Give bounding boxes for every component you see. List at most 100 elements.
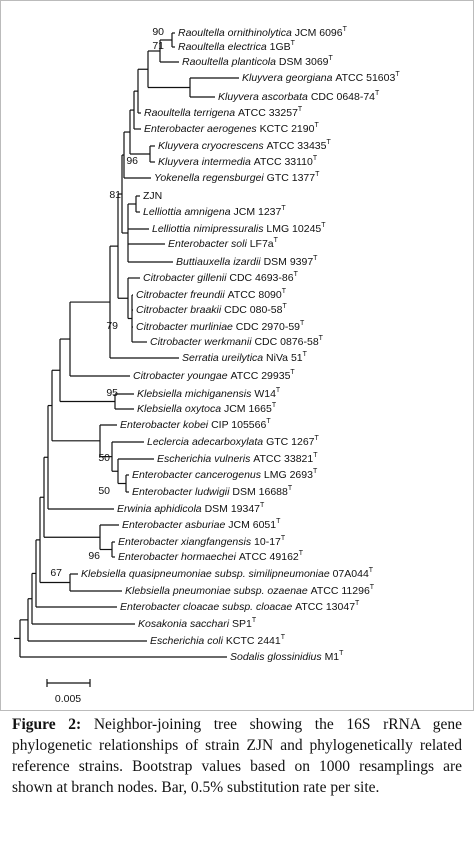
bootstrap-value: 79 <box>106 320 118 332</box>
species-name: Sodalis glossinidius <box>230 651 322 663</box>
strain: ATCC 11296 <box>311 585 370 597</box>
species-name: Lelliottia amnigena <box>143 206 231 218</box>
species-name: Klebsiella oxytoca <box>137 403 221 415</box>
type-strain-mark: T <box>281 205 286 212</box>
type-strain-mark: T <box>339 650 344 657</box>
type-strain-mark: T <box>294 271 299 278</box>
type-strain-mark: T <box>276 518 281 525</box>
leaf-label: Klebsiella oxytoca JCM 1665T <box>137 402 277 415</box>
bootstrap-value: 71 <box>152 40 164 52</box>
leaf-label: ZJN <box>143 190 162 202</box>
type-strain-mark: T <box>298 106 303 113</box>
species-name: Citrobacter youngae <box>133 370 228 382</box>
leaf-label: Serratia ureilytica NiVa 51T <box>182 351 308 364</box>
strain: CDC 0876-58 <box>254 336 318 348</box>
strain: W14 <box>254 388 276 400</box>
strain: ATCC 51603 <box>335 72 395 84</box>
type-strain-mark: T <box>276 387 281 394</box>
species-name: Enterobacter xiangfangensis <box>118 536 252 548</box>
strain: GTC 1267 <box>266 436 315 448</box>
leaf-label: Lelliottia amnigena JCM 1237T <box>143 205 286 218</box>
species-name: Raoultella planticola <box>182 56 276 68</box>
leaf-label: Raoultella ornithinolytica JCM 6096T <box>178 26 348 39</box>
strain: LMG 10245 <box>266 223 321 235</box>
type-strain-mark: T <box>314 122 319 129</box>
species-name: Klebsiella quasipneumoniae subsp. simili… <box>81 568 330 580</box>
leaf-label: Citrobacter braakii CDC 080-58T <box>136 303 288 316</box>
species-name: Citrobacter murliniae <box>136 321 233 333</box>
leaf-label: Escherichia vulneris ATCC 33821T <box>157 452 318 465</box>
leaf-label: Citrobacter werkmanii CDC 0876-58T <box>150 335 324 348</box>
leaf-label: Citrobacter gillenii CDC 4693-86T <box>143 271 299 284</box>
figure-caption: Figure 2: Neighbor-joining tree showing … <box>12 714 462 798</box>
species-name: Kluyvera intermedia <box>158 156 251 168</box>
strain: DSM 19347 <box>205 503 261 515</box>
leaf-label: Enterobacter cancerogenus LMG 2693T <box>132 468 318 481</box>
strain: JCM 6096 <box>295 27 343 39</box>
bootstrap-value: 50 <box>98 452 110 464</box>
type-strain-mark: T <box>283 303 288 310</box>
species-name: Lelliottia nimipressuralis <box>152 223 264 235</box>
leaf-label: Raoultella planticola DSM 3069T <box>182 55 334 68</box>
bootstrap-value: 50 <box>98 485 110 497</box>
type-strain-mark: T <box>313 155 318 162</box>
type-strain-mark: T <box>375 90 380 97</box>
leaf-label: Escherichia coli KCTC 2441T <box>150 634 286 647</box>
species-name: Raoultella ornithinolytica <box>178 27 292 39</box>
strain: CIP 105566 <box>211 419 266 431</box>
leaf-label: Citrobacter youngae ATCC 29935T <box>133 369 295 382</box>
leaf-label: Enterobacter asburiae JCM 6051T <box>122 518 281 531</box>
type-strain-mark: T <box>343 26 348 33</box>
leaf-label: Klebsiella quasipneumoniae subsp. simili… <box>81 567 374 580</box>
strain: 10-17 <box>254 536 281 548</box>
strain: ATCC 33821 <box>253 453 313 465</box>
species-name: Citrobacter braakii <box>136 304 222 316</box>
species-name: Klebsiella michiganensis <box>137 388 252 400</box>
leaf-label: Enterobacter soli LF7aT <box>168 237 279 250</box>
leaf-label: Enterobacter aerogenes KCTC 2190T <box>144 122 319 135</box>
type-strain-mark: T <box>300 320 305 327</box>
leaf-label: Enterobacter xiangfangensis 10-17T <box>118 535 286 548</box>
leaf-label: Kluyvera cryocrescens ATCC 33435T <box>158 139 331 152</box>
species-name: Enterobacter asburiae <box>122 519 225 531</box>
species-name: Citrobacter gillenii <box>143 272 227 284</box>
type-strain-mark: T <box>355 600 360 607</box>
caption-label: Figure 2: <box>12 716 82 733</box>
strain: ATCC 33110 <box>254 156 313 168</box>
type-strain-mark: T <box>291 40 296 47</box>
type-strain-mark: T <box>281 634 286 641</box>
bootstrap-value: 96 <box>88 550 100 562</box>
species-name: Raoultella electrica <box>178 41 267 53</box>
strain: SP1 <box>232 618 252 630</box>
strain: ATCC 8090 <box>228 289 282 301</box>
leaf-label: Sodalis glossinidius M1T <box>230 650 344 663</box>
bootstrap-value: 95 <box>106 387 118 399</box>
species-name: Klebsiella pneumoniae subsp. ozaenae <box>125 585 308 597</box>
strain: ZJN <box>143 190 162 202</box>
strain: ATCC 33257 <box>238 107 298 119</box>
strain: ATCC 49162 <box>239 551 299 563</box>
strain: KCTC 2190 <box>260 123 315 135</box>
leaf-label: Citrobacter freundii ATCC 8090T <box>136 288 287 301</box>
leaf-label: Leclercia adecarboxylata GTC 1267T <box>147 435 320 448</box>
bootstrap-value: 90 <box>152 26 164 38</box>
species-name: Enterobacter cancerogenus <box>132 469 262 481</box>
strain: GTC 1377 <box>267 172 316 184</box>
leaf-label: Yokenella regensburgei GTC 1377T <box>154 171 320 184</box>
leaf-label: Enterobacter hormaechei ATCC 49162T <box>118 550 304 563</box>
leaf-label: Kosakonia sacchari SP1T <box>138 617 257 630</box>
leaf-label: Buttiauxella izardii DSM 9397T <box>176 255 318 268</box>
strain: ATCC 13047 <box>295 601 355 613</box>
type-strain-mark: T <box>281 535 286 542</box>
leaf-label: Kluyvera georgiana ATCC 51603T <box>242 71 400 84</box>
type-strain-mark: T <box>369 567 374 574</box>
type-strain-mark: T <box>272 402 277 409</box>
strain: DSM 9397 <box>264 256 314 268</box>
strain: JCM 6051 <box>228 519 276 531</box>
leaf-label: Kluyvera ascorbata CDC 0648-74T <box>218 90 380 103</box>
type-strain-mark: T <box>303 351 308 358</box>
type-strain-mark: T <box>274 237 279 244</box>
strain: NiVa 51 <box>266 352 303 364</box>
strain: CDC 0648-74 <box>311 91 375 103</box>
strain: KCTC 2441 <box>226 635 281 647</box>
